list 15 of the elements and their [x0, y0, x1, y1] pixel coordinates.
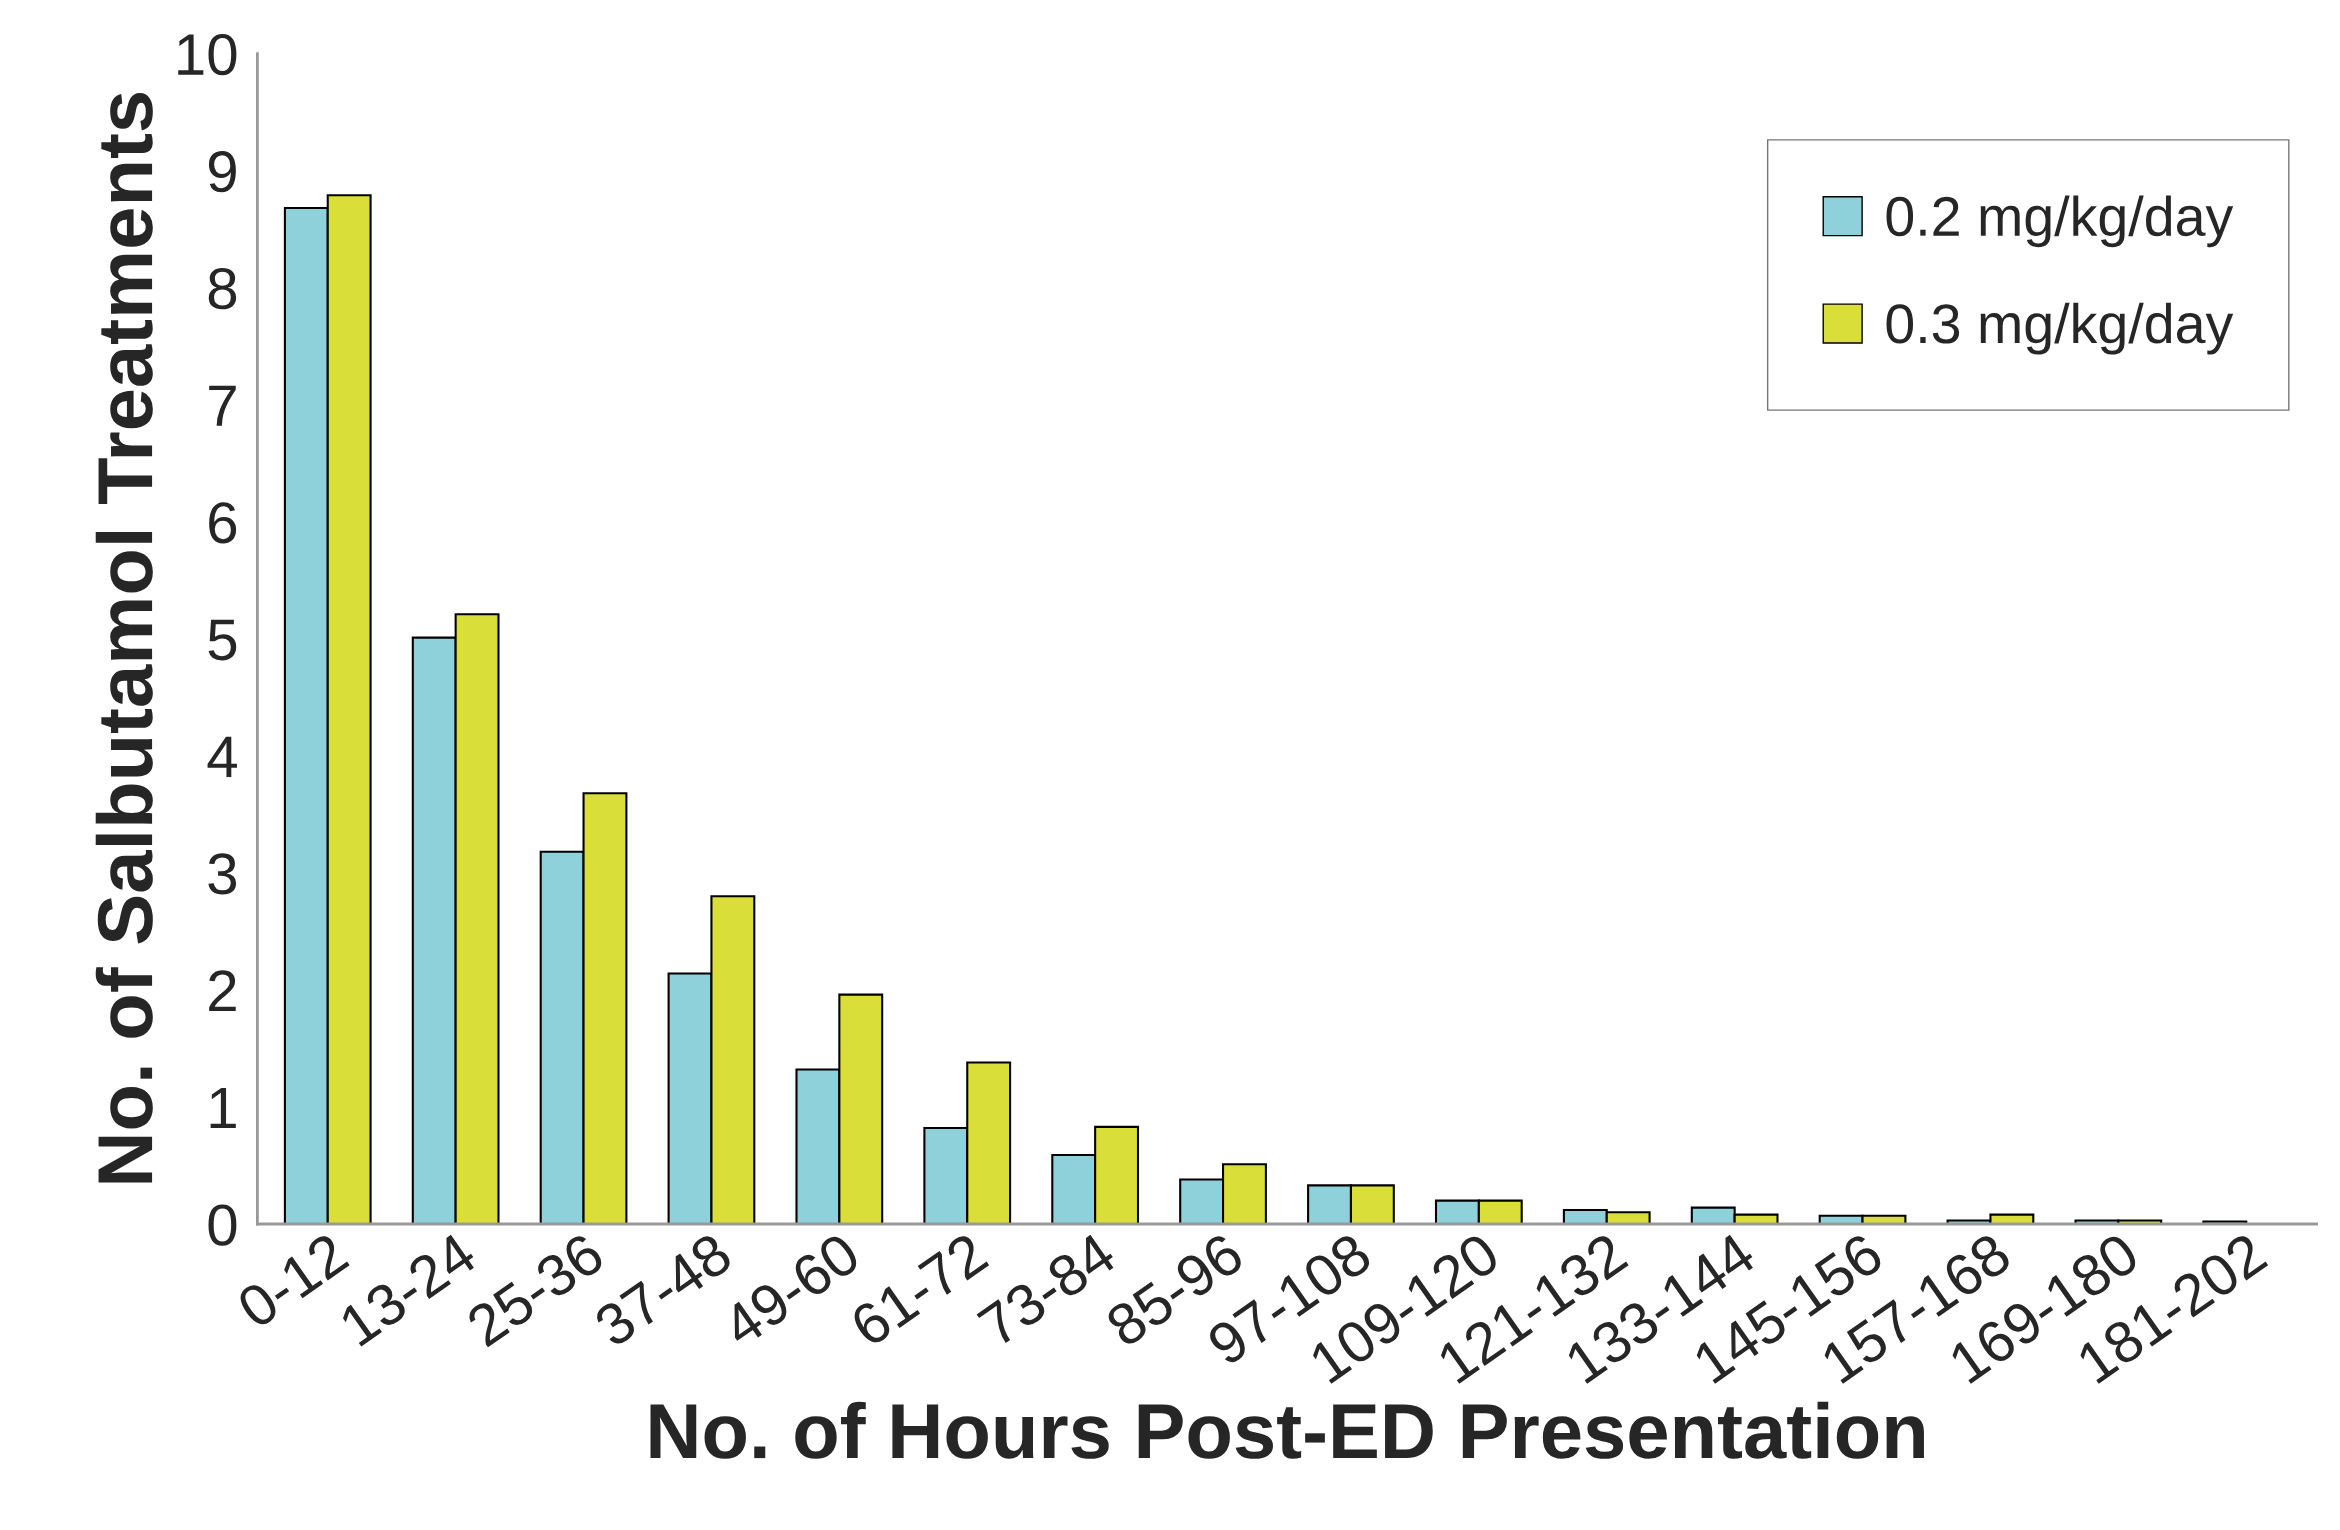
y-tick-label: 2 — [209, 970, 236, 1012]
y-tick-label: 9 — [208, 151, 236, 193]
legend-label: 0.2 mg/kg/day — [1886, 195, 2234, 248]
x-axis-title: No. of Hours Post-ED Presentation — [650, 1401, 1924, 1459]
y-tick-label: 4 — [207, 736, 237, 777]
y-tick-label: 5 — [208, 619, 237, 661]
y-tick-label: 6 — [209, 502, 237, 544]
y-tick-label: 10 — [178, 33, 237, 76]
legend-label: 0.3 mg/kg/day — [1886, 302, 2234, 355]
y-tick-label: 8 — [208, 268, 237, 310]
y-tick-label: 3 — [208, 853, 237, 895]
y-tick-label: 7 — [209, 385, 236, 426]
y-tick-label: 1 — [210, 1087, 236, 1129]
y-axis-title: No. of Salbutamol Treatments — [95, 93, 153, 1183]
y-tick-label: 0 — [208, 1204, 237, 1246]
